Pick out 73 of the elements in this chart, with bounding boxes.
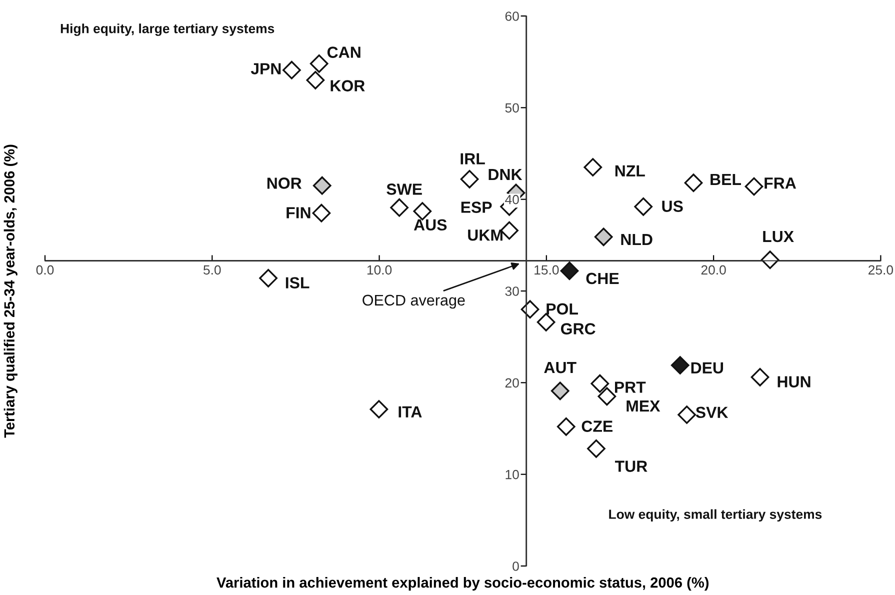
point bbox=[587, 439, 606, 458]
annotation: DEU bbox=[691, 362, 724, 374]
annotation: AUS bbox=[414, 219, 447, 231]
annotation: FIN bbox=[286, 207, 310, 218]
annotation: US bbox=[662, 200, 683, 212]
point bbox=[634, 197, 653, 216]
annotation: LUX bbox=[763, 230, 794, 242]
point bbox=[259, 268, 278, 288]
x-axis-title: Variation in achievement explained by socio-economic status, 2006 (%) bbox=[216, 577, 709, 591]
annotation: FRA bbox=[764, 178, 796, 189]
point bbox=[312, 204, 331, 222]
point bbox=[590, 374, 610, 393]
point bbox=[306, 70, 325, 90]
annotation: CHE bbox=[586, 272, 619, 284]
point bbox=[310, 54, 328, 73]
annotation: AUT bbox=[544, 362, 576, 374]
y-tick-label: 20 bbox=[505, 378, 519, 388]
point bbox=[598, 387, 616, 406]
annotation: NOR bbox=[267, 178, 302, 189]
y-tick-label: 50 bbox=[505, 103, 519, 113]
y-tick-label: 10 bbox=[506, 470, 519, 480]
point bbox=[684, 174, 703, 192]
point bbox=[594, 228, 613, 246]
annotation: SVK bbox=[696, 406, 728, 418]
annotation: ESP bbox=[461, 202, 492, 213]
annotation: ISL bbox=[286, 277, 310, 288]
annotation: KOR bbox=[330, 80, 365, 92]
annotation: PRT bbox=[615, 382, 646, 393]
annotation: Low equity, small tertiary systems bbox=[609, 509, 822, 522]
annotation: SWE bbox=[386, 184, 422, 195]
annotation: ITA bbox=[398, 406, 422, 418]
annotation: BEL bbox=[710, 174, 741, 185]
point bbox=[390, 198, 409, 217]
point bbox=[282, 60, 301, 80]
annotation: NLD bbox=[621, 234, 652, 246]
y-tick-label: 40 bbox=[505, 194, 519, 204]
x-tick-label: 15.0 bbox=[534, 265, 559, 275]
annotation: JPN bbox=[250, 63, 281, 74]
annotation: HUN bbox=[778, 376, 810, 388]
annotation: IRL bbox=[460, 153, 485, 164]
annotation: DNK bbox=[488, 169, 522, 180]
point bbox=[556, 417, 576, 436]
point bbox=[370, 400, 388, 418]
annotation: MEX bbox=[626, 400, 660, 412]
x-tick-label: 25.0 bbox=[868, 265, 894, 275]
annotation: POL bbox=[546, 303, 578, 315]
point bbox=[560, 262, 579, 280]
annotation: OECD average bbox=[362, 294, 465, 309]
point bbox=[550, 382, 570, 400]
y-axis-title: Tertiary qualified 25-34 year-olds, 2006 (%) bbox=[4, 144, 18, 438]
point bbox=[460, 170, 479, 188]
annotation: GRC bbox=[560, 323, 596, 334]
y-tick-label: 0 bbox=[512, 562, 519, 571]
x-tick-label: 5.0 bbox=[204, 265, 221, 275]
x-tick-label: 0.0 bbox=[36, 265, 54, 275]
point bbox=[312, 176, 332, 195]
annotation: CZE bbox=[582, 420, 612, 432]
point bbox=[413, 202, 432, 220]
point bbox=[670, 356, 690, 374]
x-tick-label: 20.0 bbox=[701, 265, 726, 275]
point bbox=[744, 177, 764, 196]
annotation: UKM bbox=[468, 230, 502, 241]
annotation: High equity, large tertiary systems bbox=[60, 24, 274, 36]
x-tick-label: 10.0 bbox=[367, 265, 392, 275]
y-tick-label: 30 bbox=[505, 286, 519, 296]
annotation: CAN bbox=[327, 46, 360, 58]
point bbox=[750, 368, 770, 386]
annotation: TUR bbox=[614, 460, 648, 472]
y-tick-label: 60 bbox=[505, 12, 519, 21]
point bbox=[584, 158, 602, 176]
point bbox=[520, 300, 540, 319]
annotation: NZL bbox=[615, 165, 645, 176]
point bbox=[678, 406, 696, 424]
